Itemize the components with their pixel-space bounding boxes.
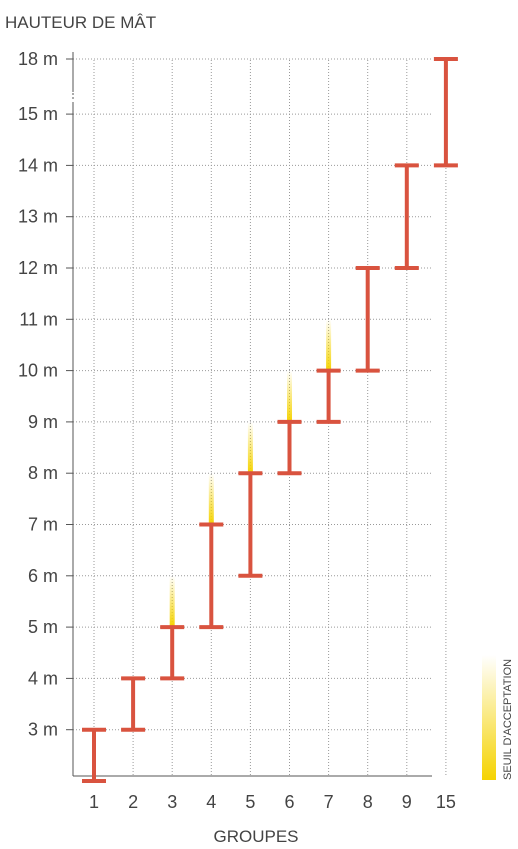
legend: SEUIL D'ACCEPTATION	[482, 655, 514, 780]
range-bar	[160, 625, 185, 681]
y-tick-label: 13 m	[18, 207, 58, 227]
x-tick-label: 5	[245, 792, 255, 812]
tolerance-mark	[287, 370, 292, 422]
y-tick-label: 4 m	[28, 668, 58, 688]
legend-label: SEUIL D'ACCEPTATION	[502, 659, 514, 780]
tolerance-marks	[169, 319, 332, 628]
x-tick-label: 4	[206, 792, 216, 812]
tolerance-mark	[169, 575, 175, 628]
y-tick-label: 6 m	[28, 566, 58, 586]
x-tick-label: 7	[324, 792, 334, 812]
range-bars	[82, 57, 458, 783]
range-bar	[82, 727, 106, 783]
tolerance-mark	[326, 319, 332, 371]
legend-swatch	[482, 655, 496, 780]
y-tick-label: 18 m	[18, 49, 58, 69]
range-bar	[355, 266, 380, 373]
y-tick-label: 15 m	[18, 104, 58, 124]
range-bar	[316, 368, 341, 424]
range-bar	[238, 471, 263, 578]
grid	[73, 58, 447, 776]
y-tick-label: 7 m	[28, 515, 58, 535]
y-tick-label: 12 m	[18, 258, 58, 278]
range-bar	[394, 163, 419, 270]
y-tick-label: 9 m	[28, 412, 58, 432]
x-tick-label: 8	[363, 792, 373, 812]
y-tick-label: 5 m	[28, 617, 58, 637]
x-tick-label: 3	[167, 792, 177, 812]
range-bar	[433, 57, 458, 168]
axes	[66, 52, 432, 777]
tolerance-mark	[247, 421, 253, 474]
y-axis-title: HAUTEUR DE MÂT	[5, 13, 156, 32]
x-tick-labels: 1 2 3 4 5 6 7 8 9 15	[89, 792, 456, 812]
x-tick-label: 6	[284, 792, 294, 812]
x-tick-label: 9	[402, 792, 412, 812]
range-bar	[121, 676, 146, 732]
y-tick-labels: 18 m 15 m 14 m 13 m 12 m 11 m 10 m 9 m 8 m 7 m 6 m…	[18, 49, 58, 740]
x-axis-title: GROUPES	[213, 827, 298, 846]
x-tick-label: 1	[89, 792, 99, 812]
range-bar	[277, 419, 302, 476]
x-tick-label: 2	[128, 792, 138, 812]
x-tick-label: 15	[436, 792, 456, 812]
tolerance-mark	[208, 473, 214, 525]
y-tick-label: 14 m	[18, 155, 58, 175]
y-tick-label: 11 m	[19, 309, 58, 329]
y-tick-label: 3 m	[28, 720, 58, 740]
range-bar	[199, 522, 224, 630]
y-tick-label: 10 m	[18, 361, 58, 381]
y-tick-label: 8 m	[28, 463, 58, 483]
